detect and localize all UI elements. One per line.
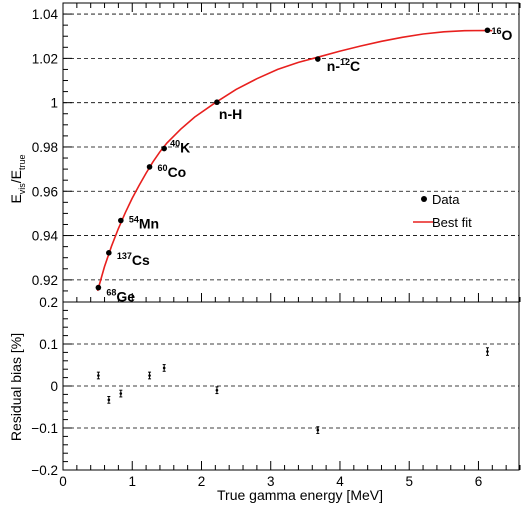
point-label-mass-number: 54 bbox=[129, 214, 139, 224]
residual-point bbox=[107, 398, 111, 402]
x-tick-label: 5 bbox=[405, 474, 413, 489]
bottom-y-tick-label: 0.1 bbox=[39, 337, 58, 352]
top-y-tick-label: 1.02 bbox=[32, 51, 58, 66]
point-label: 137Cs bbox=[117, 251, 150, 268]
ylabel-sub-true: true bbox=[17, 154, 27, 170]
data-point bbox=[95, 284, 102, 291]
bottom-x-ticks: 0 1 2 3 4 5 6 bbox=[59, 461, 521, 489]
top-y-tick-label: 0.98 bbox=[32, 140, 58, 155]
residual-point bbox=[215, 388, 219, 392]
point-label-mass-number: 40 bbox=[170, 139, 180, 149]
data-point bbox=[161, 145, 167, 152]
top-y-tick-label: 0.94 bbox=[32, 229, 59, 244]
point-label-element: K bbox=[180, 140, 190, 156]
x-tick-label: 1 bbox=[128, 474, 136, 489]
point-label-mass-number: 137 bbox=[117, 251, 132, 261]
point-label: 16O bbox=[491, 26, 512, 43]
point-label-prefix: n- bbox=[327, 58, 341, 74]
legend-fit-label: Best fit bbox=[432, 215, 472, 230]
point-label: 40K bbox=[170, 139, 190, 156]
bottom-y-ticks: −0.2 −0.1 0 0.1 bbox=[31, 301, 72, 478]
ylabel-mid: /E bbox=[8, 170, 24, 183]
point-label: n-H bbox=[219, 106, 242, 122]
point-label-mass-number: 16 bbox=[491, 26, 501, 36]
bottom-y-axis-title: Residual bias [%] bbox=[8, 333, 24, 441]
data-point bbox=[214, 99, 220, 106]
residual-point bbox=[486, 350, 489, 353]
top-y-tick-label: 0.92 bbox=[32, 273, 58, 288]
point-label: n-12C bbox=[327, 57, 360, 74]
data-point bbox=[315, 56, 321, 62]
bottom-panel: 0 1 2 3 4 5 6 −0.2 −0.1 0 0.1 Residual bias [%] T… bbox=[8, 301, 521, 503]
data-point bbox=[106, 250, 112, 256]
point-label: 60Co bbox=[158, 163, 187, 180]
residual-point bbox=[316, 428, 320, 432]
top-y-tick-label: 1.04 bbox=[32, 7, 59, 22]
x-axis-title: True gamma energy [MeV] bbox=[217, 487, 383, 503]
x-tick-label: 3 bbox=[267, 474, 275, 489]
bottom-y-tick-label: −0.1 bbox=[31, 421, 58, 436]
x-tick-label: 2 bbox=[198, 474, 206, 489]
point-label-element: Ge bbox=[116, 289, 135, 305]
top-gridlines bbox=[63, 13, 519, 281]
point-label-mass-number: 12 bbox=[340, 57, 350, 67]
point-label-element: Cs bbox=[132, 252, 150, 268]
residual-points bbox=[96, 347, 489, 434]
point-label-element: O bbox=[501, 27, 512, 43]
point-label-element: n-H bbox=[219, 106, 242, 122]
point-label-mass-number: 60 bbox=[158, 163, 168, 173]
top-x-ticks bbox=[62, 3, 521, 302]
bottom-gridlines bbox=[63, 343, 519, 429]
top-panel: 0.92 0.94 0.96 0.98 1 1.02 1.04 0.2 68Ge 137Cs 54… bbox=[8, 2, 521, 310]
x-tick-label: 4 bbox=[336, 474, 344, 489]
best-fit-curve bbox=[96, 29, 493, 292]
residual-point bbox=[148, 374, 151, 377]
point-label-mass-number: 68 bbox=[106, 288, 116, 298]
residual-point bbox=[162, 366, 166, 370]
data-point bbox=[146, 164, 153, 170]
legend-data-marker bbox=[421, 196, 427, 202]
point-label-element: Mn bbox=[139, 215, 159, 231]
point-label: 68Ge bbox=[106, 288, 135, 305]
point-label-element: C bbox=[350, 58, 360, 74]
legend: Data Best fit bbox=[413, 192, 472, 230]
top-y-tick-label: 0.2 bbox=[39, 295, 58, 310]
top-y-ticks: 0.92 0.94 0.96 0.98 1 1.02 1.04 0.2 bbox=[32, 2, 72, 310]
ylabel-sub-vis: vis bbox=[17, 183, 27, 194]
top-y-axis-title: Evis/Etrue bbox=[8, 154, 27, 203]
data-point bbox=[484, 27, 491, 34]
residual-point bbox=[119, 392, 123, 395]
top-y-tick-label: 1 bbox=[50, 96, 58, 111]
x-tick-label: 0 bbox=[59, 474, 67, 489]
bottom-y-tick-label: 0 bbox=[50, 379, 58, 394]
x-tick-label: 6 bbox=[475, 474, 483, 489]
point-label-element: Co bbox=[168, 164, 187, 180]
top-y-tick-label: 0.96 bbox=[32, 184, 58, 199]
residual-point bbox=[97, 374, 100, 377]
legend-data-label: Data bbox=[432, 192, 460, 207]
bottom-y-tick-label: −0.2 bbox=[31, 463, 58, 478]
data-point bbox=[118, 217, 124, 224]
ylabel-main: E bbox=[8, 194, 24, 203]
point-label: 54Mn bbox=[129, 214, 159, 231]
data-points bbox=[95, 27, 491, 291]
